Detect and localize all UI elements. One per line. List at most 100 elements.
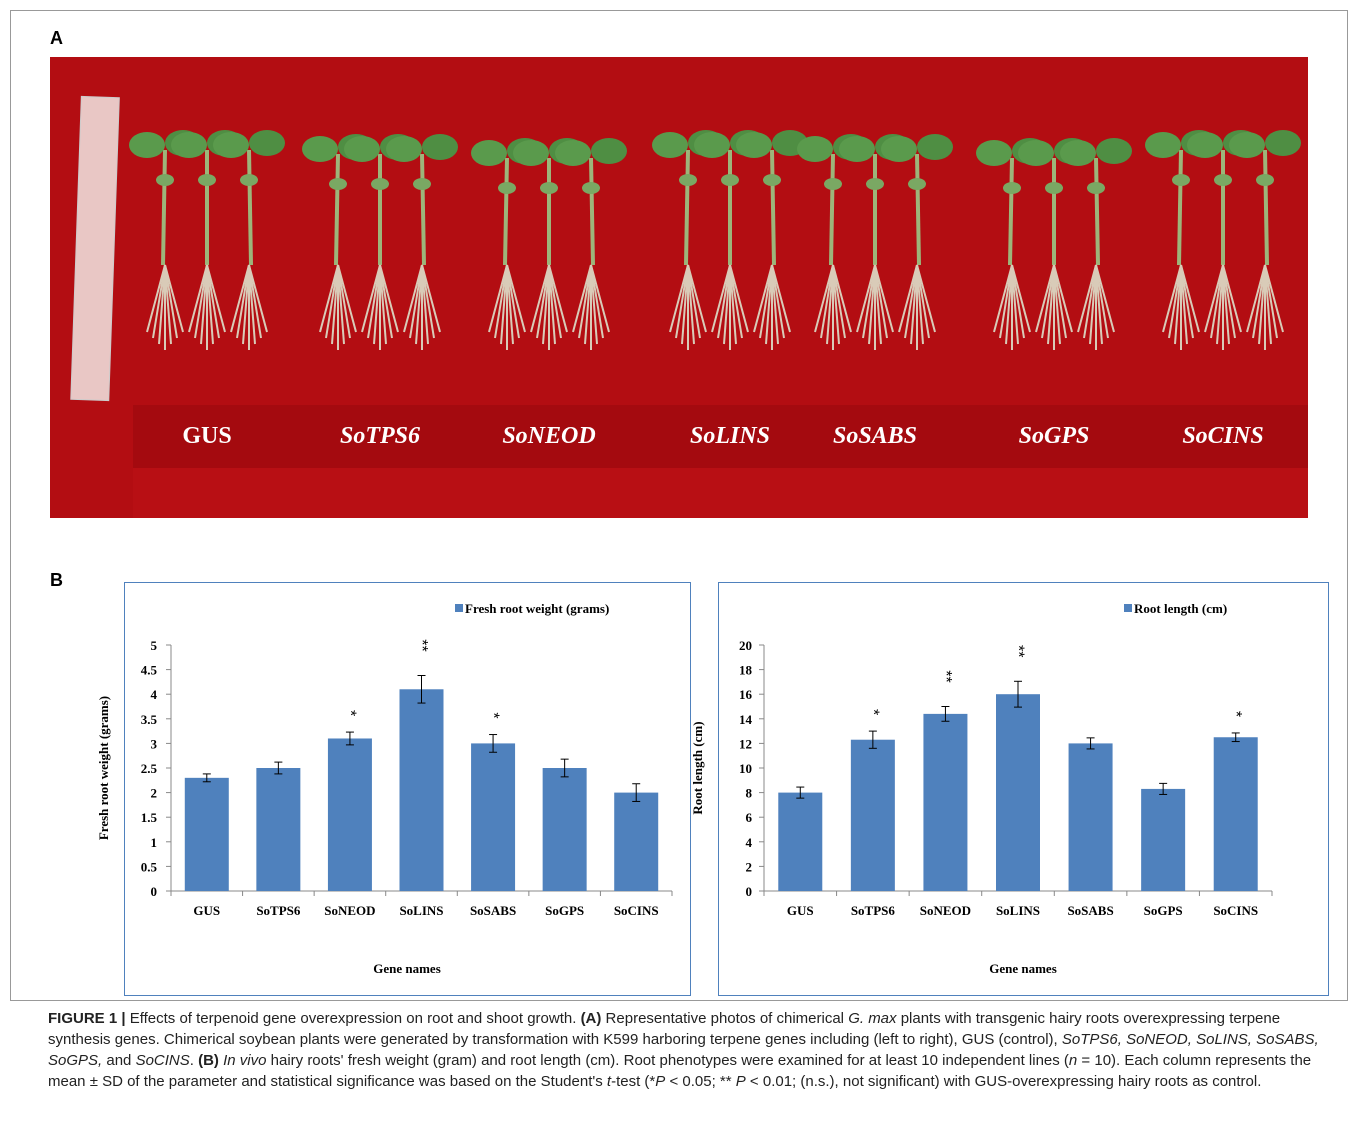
caption-run: In vivo (223, 1052, 266, 1069)
photo-label: SoTPS6 (340, 423, 420, 449)
x-tick-label: SoTPS6 (256, 903, 301, 918)
bar (471, 743, 515, 891)
x-axis-title: Gene names (989, 961, 1057, 976)
y-tick-label: 8 (746, 786, 753, 801)
photo-label: SoSABS (833, 423, 917, 449)
stem (772, 150, 774, 265)
page: A B GUSSoTPS6SoNEODSoLINSSoSABSSoGPSSoCI… (0, 0, 1358, 1137)
caption-run: Representative photos of chimerical (601, 1010, 848, 1027)
leaf (582, 182, 600, 194)
caption-run: (B) (198, 1052, 219, 1069)
leaf (881, 136, 917, 162)
figure: A B GUSSoTPS6SoNEODSoLINSSoSABSSoGPSSoCI… (0, 0, 1358, 1005)
bar (543, 768, 587, 891)
leaf (908, 178, 926, 190)
panel-letter: B (50, 570, 63, 590)
y-axis-title: Root length (cm) (690, 721, 705, 814)
leaf (371, 178, 389, 190)
stem (163, 150, 165, 265)
bar (1141, 789, 1185, 891)
leaf (386, 136, 422, 162)
leaf (1060, 140, 1096, 166)
bar (1069, 743, 1113, 891)
caption-run: -test (* (611, 1073, 655, 1090)
stem (1010, 158, 1012, 265)
y-tick-label: 4 (151, 687, 158, 702)
legend-label: Root length (cm) (1134, 601, 1227, 616)
y-tick-label: 4.5 (141, 663, 158, 678)
significance: ** (413, 639, 430, 651)
bar (851, 740, 895, 891)
caption-run: P (655, 1073, 665, 1090)
y-tick-label: 0 (746, 884, 753, 899)
stem (505, 158, 507, 265)
leaf (1187, 132, 1223, 158)
leaf (652, 132, 688, 158)
leaf (679, 174, 697, 186)
leaf (329, 178, 347, 190)
photo-label: GUS (182, 423, 231, 449)
significance: ** (937, 670, 954, 682)
x-tick-label: GUS (193, 903, 220, 918)
caption-run: . (190, 1052, 198, 1069)
legend-swatch (455, 604, 463, 612)
leaf (1018, 140, 1054, 166)
y-tick-label: 3 (151, 736, 158, 751)
y-tick-label: 0 (151, 884, 158, 899)
x-tick-label: SoSABS (470, 903, 516, 918)
bar (185, 778, 229, 891)
leaf (721, 174, 739, 186)
caption-run: FIGURE 1 | (48, 1010, 130, 1027)
y-tick-label: 2 (746, 859, 753, 874)
leaf (824, 178, 842, 190)
panel-letter: A (50, 28, 63, 48)
caption-run: P (736, 1073, 746, 1090)
y-tick-label: 2 (151, 786, 158, 801)
photo-label: SoLINS (690, 423, 770, 449)
stem (249, 150, 251, 265)
leaf (736, 132, 772, 158)
leaf (976, 140, 1012, 166)
bar (778, 793, 822, 891)
leaf (240, 174, 258, 186)
x-tick-label: SoLINS (996, 903, 1040, 918)
x-tick-label: GUS (787, 903, 814, 918)
photo-label: SoGPS (1019, 423, 1090, 449)
y-tick-label: 12 (739, 736, 752, 751)
leaf (249, 130, 285, 156)
leaf (839, 136, 875, 162)
leaf (1003, 182, 1021, 194)
stem (336, 154, 338, 265)
caption-run: (A) (581, 1010, 602, 1027)
photo-label: SoNEOD (502, 423, 595, 449)
y-tick-label: 14 (739, 712, 753, 727)
leaf (156, 174, 174, 186)
stem (591, 158, 593, 265)
significance: * (341, 710, 358, 716)
leaf (1214, 174, 1232, 186)
y-tick-label: 2.5 (141, 761, 158, 776)
caption-run: < 0.05; ** (665, 1073, 735, 1090)
x-tick-label: SoSABS (1067, 903, 1113, 918)
legend-swatch (1124, 604, 1132, 612)
y-tick-label: 16 (739, 687, 753, 702)
caption-run: G. max (848, 1010, 896, 1027)
bar (256, 768, 300, 891)
leaf (198, 174, 216, 186)
bar (400, 689, 444, 891)
leaf (694, 132, 730, 158)
leaf (540, 182, 558, 194)
bar (923, 714, 967, 891)
leaf (171, 132, 207, 158)
stem (422, 154, 424, 265)
leaf (1145, 132, 1181, 158)
photo-bottom (133, 468, 1308, 518)
bar (996, 694, 1040, 891)
stem (1265, 150, 1267, 265)
x-tick-label: SoLINS (399, 903, 443, 918)
stem (686, 150, 688, 265)
y-tick-label: 4 (746, 835, 753, 850)
caption-run: and (102, 1052, 135, 1069)
leaf (1087, 182, 1105, 194)
leaf (1229, 132, 1265, 158)
